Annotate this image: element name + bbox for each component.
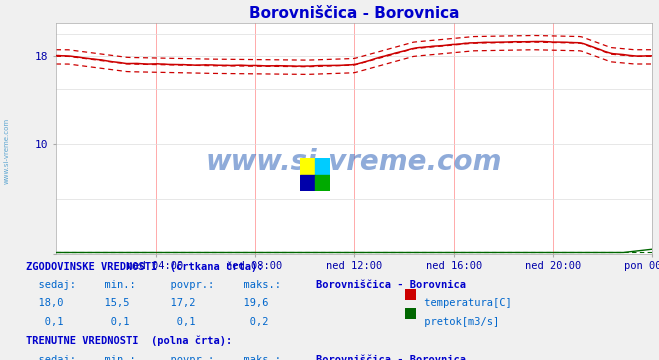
Text: 0,1: 0,1: [158, 317, 196, 327]
Bar: [300, 158, 315, 175]
Text: 0,2: 0,2: [231, 317, 268, 327]
Text: min.:: min.:: [92, 355, 136, 360]
Bar: [315, 175, 330, 191]
Text: sedaj:: sedaj:: [26, 280, 76, 290]
Bar: [315, 158, 330, 175]
Text: pretok[m3/s]: pretok[m3/s]: [418, 317, 500, 327]
Bar: [300, 175, 315, 191]
Title: Borovniščica - Borovnica: Borovniščica - Borovnica: [249, 6, 459, 21]
Text: Borovniščica - Borovnica: Borovniščica - Borovnica: [316, 280, 467, 290]
Text: 17,2: 17,2: [158, 298, 196, 309]
Text: maks.:: maks.:: [231, 355, 281, 360]
Text: Borovniščica - Borovnica: Borovniščica - Borovnica: [316, 355, 467, 360]
Text: www.si-vreme.com: www.si-vreme.com: [3, 118, 10, 184]
Text: temperatura[C]: temperatura[C]: [418, 298, 512, 309]
Text: TRENUTNE VREDNOSTI  (polna črta):: TRENUTNE VREDNOSTI (polna črta):: [26, 336, 233, 346]
Text: 15,5: 15,5: [92, 298, 130, 309]
Text: sedaj:: sedaj:: [26, 355, 76, 360]
Text: min.:: min.:: [92, 280, 136, 290]
Text: povpr.:: povpr.:: [158, 355, 214, 360]
Text: povpr.:: povpr.:: [158, 280, 214, 290]
Text: 0,1: 0,1: [26, 317, 64, 327]
Text: 18,0: 18,0: [26, 298, 64, 309]
Text: www.si-vreme.com: www.si-vreme.com: [206, 148, 502, 176]
Text: 19,6: 19,6: [231, 298, 268, 309]
Text: maks.:: maks.:: [231, 280, 281, 290]
Text: 0,1: 0,1: [92, 317, 130, 327]
Text: ZGODOVINSKE VREDNOSTI  (črtkana črta):: ZGODOVINSKE VREDNOSTI (črtkana črta):: [26, 261, 264, 271]
